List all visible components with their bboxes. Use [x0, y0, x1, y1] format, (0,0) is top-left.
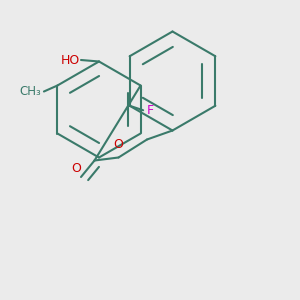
Text: O: O: [72, 163, 81, 176]
Text: HO: HO: [60, 53, 80, 67]
Text: CH₃: CH₃: [20, 85, 41, 98]
Text: F: F: [147, 104, 154, 117]
Text: O: O: [114, 139, 123, 152]
